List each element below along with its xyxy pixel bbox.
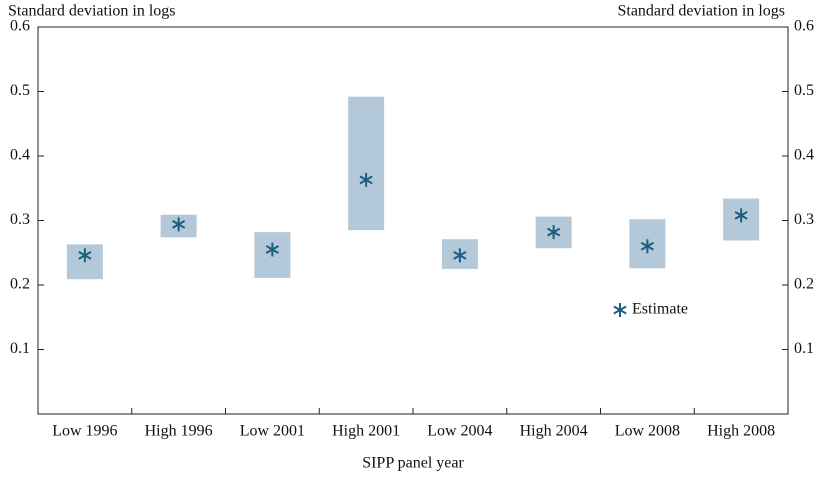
star-stroke: [172, 220, 186, 229]
y-tick-label: 0.3: [10, 211, 30, 228]
y-tick-label: 0.5: [10, 82, 30, 99]
y2-tick-label: 0.6: [794, 18, 814, 35]
y-tick-label: 0.2: [10, 276, 30, 293]
star-stroke: [640, 241, 654, 251]
x-tick-label: Low 2001: [240, 423, 305, 440]
y-tick-label: 0.1: [10, 340, 30, 357]
y2-tick-label: 0.3: [794, 211, 814, 228]
estimate-marker: [265, 242, 279, 257]
y2-tick-label: 0.4: [794, 147, 814, 164]
star-stroke: [78, 250, 92, 260]
x-tick-label: High 2004: [520, 423, 588, 440]
star-stroke: [453, 250, 467, 260]
x-tick-label: Low 2004: [427, 423, 492, 440]
estimate-marker: [640, 239, 654, 254]
y2-tick-label: 0.2: [794, 276, 814, 293]
x-tick-label: High 2008: [707, 423, 775, 440]
plot-frame: [37, 26, 789, 415]
x-tick-label: Low 2008: [615, 423, 680, 440]
legend-label: Estimate: [632, 301, 688, 318]
x-tick-label: High 1996: [145, 423, 213, 440]
estimate-marker: [78, 248, 92, 263]
range-box: [348, 96, 385, 231]
estimate-marker: [453, 248, 467, 263]
star-stroke: [734, 210, 748, 220]
y-tick-label: 0.4: [10, 147, 30, 164]
star-stroke: [265, 245, 279, 254]
y2-axis-label: Standard deviation in logs: [617, 3, 785, 20]
y2-tick-label: 0.5: [794, 82, 814, 99]
estimate-marker: [172, 217, 186, 232]
estimate-marker: [734, 208, 748, 223]
x-tick-label: Low 1996: [52, 423, 117, 440]
star-stroke: [359, 175, 373, 185]
star-stroke: [547, 227, 561, 237]
estimate-marker: [547, 225, 561, 240]
legend-marker: [613, 303, 627, 317]
x-axis-label: SIPP panel year: [362, 455, 464, 472]
star-stroke: [613, 305, 627, 315]
y-axis-label: Standard deviation in logs: [8, 3, 176, 20]
y2-tick-label: 0.1: [794, 340, 814, 357]
x-tick-label: High 2001: [332, 423, 400, 440]
estimate-marker: [359, 172, 373, 187]
y-tick-label: 0.6: [10, 18, 30, 35]
